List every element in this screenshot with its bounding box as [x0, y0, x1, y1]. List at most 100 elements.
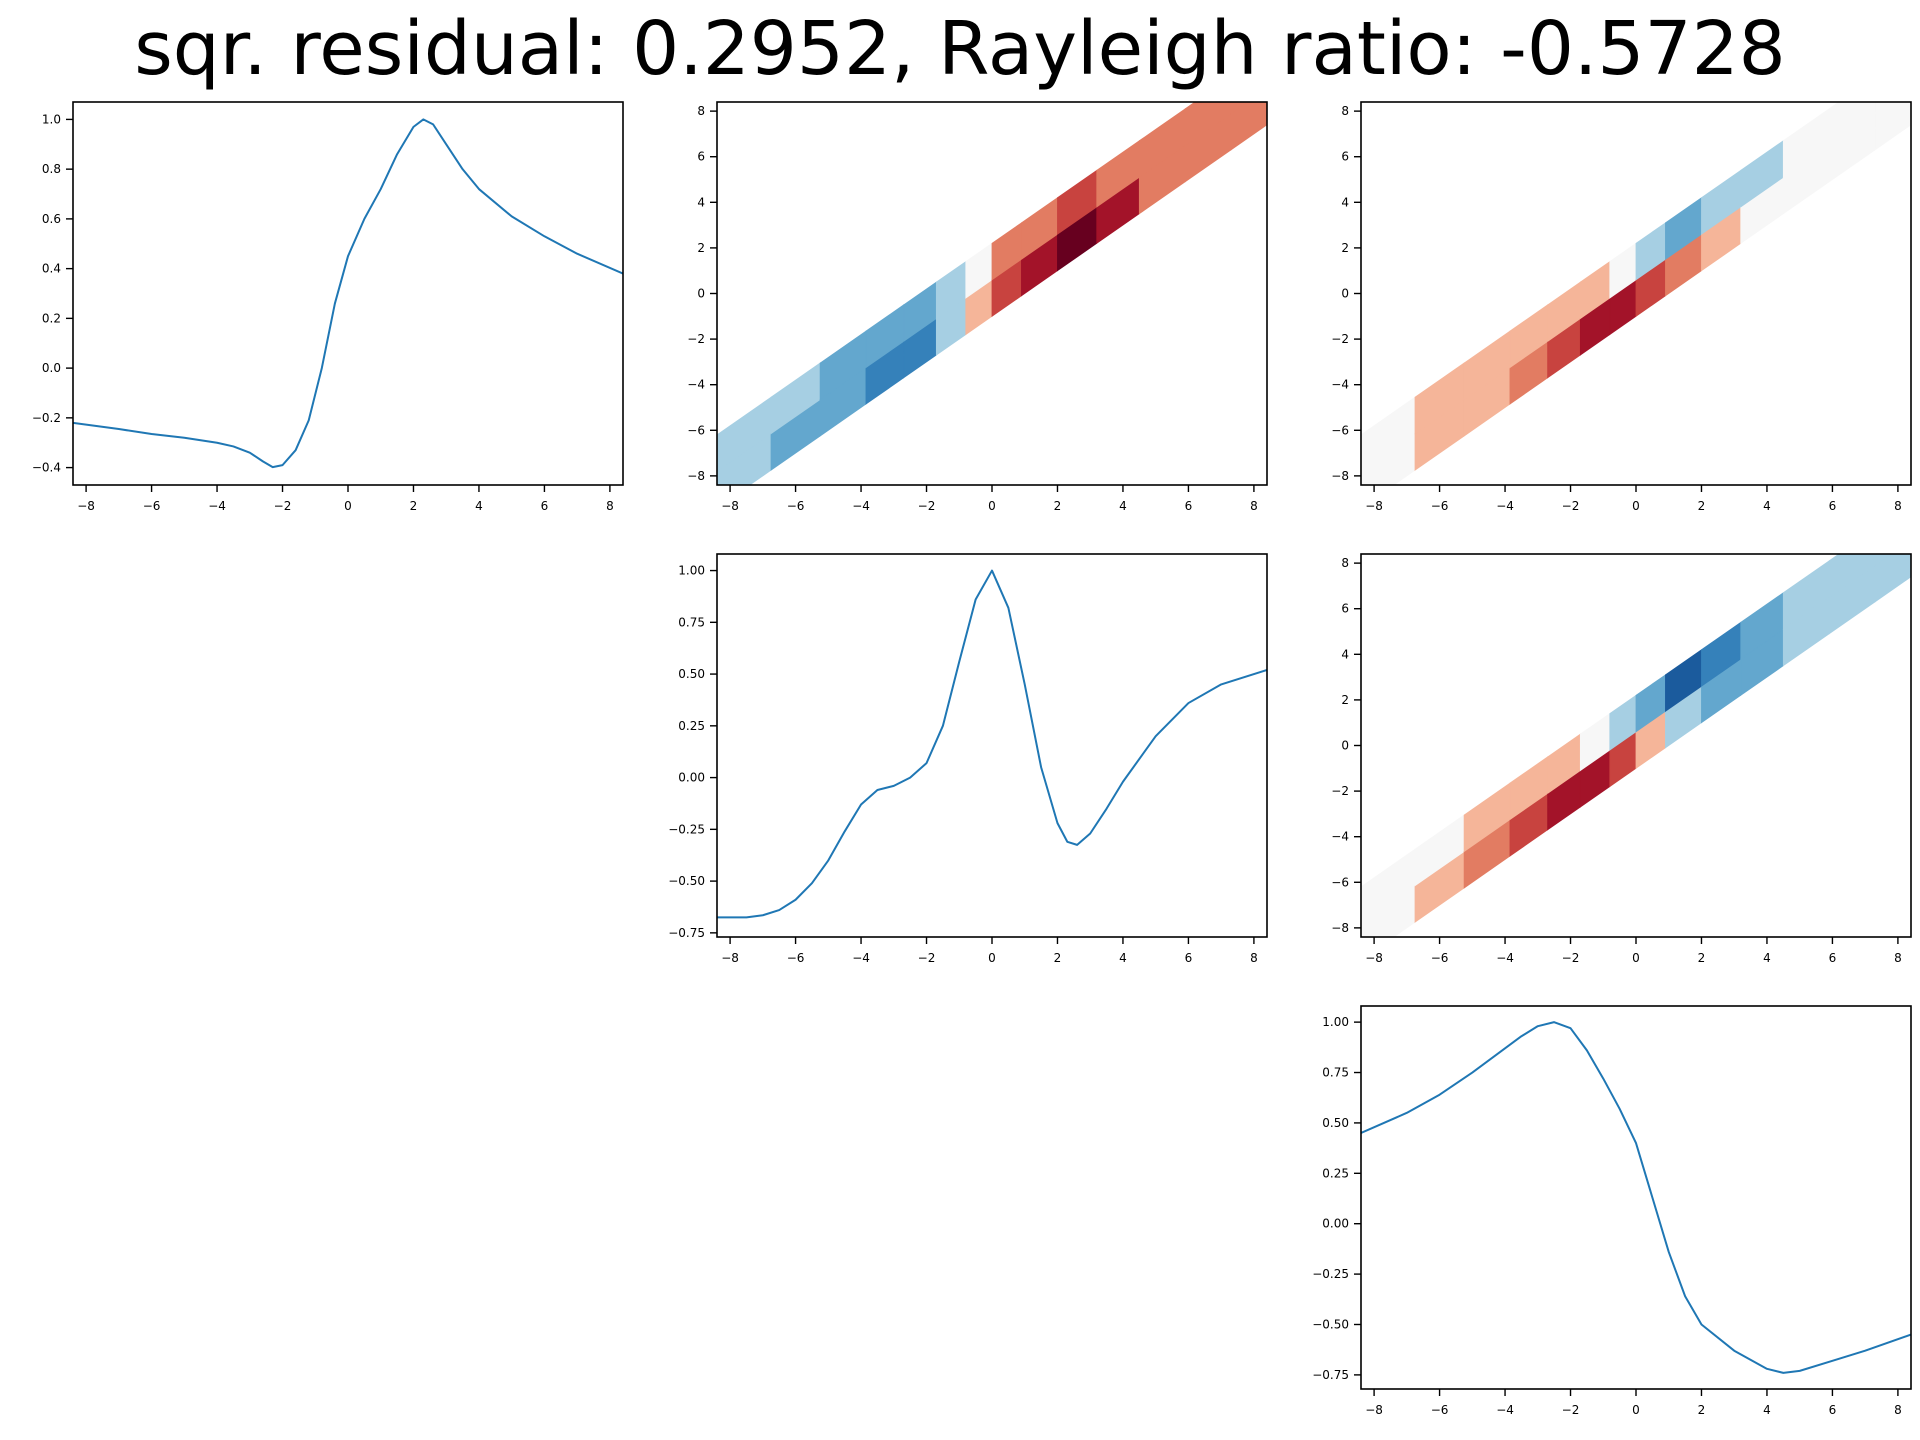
contour-cell	[1828, 102, 1876, 147]
y-tick-label: −4	[1331, 830, 1349, 844]
y-tick-label: 0.00	[1322, 1217, 1349, 1231]
y-tick-label: 8	[1341, 104, 1349, 118]
x-tick-label: −2	[1562, 499, 1580, 513]
x-tick-label: 2	[1698, 1403, 1706, 1417]
x-tick-label: 8	[1250, 499, 1258, 513]
y-tick-label: 2	[697, 241, 705, 255]
x-tick-label: 0	[1632, 1403, 1640, 1417]
y-tick-label: 0.25	[1322, 1166, 1349, 1180]
series-line	[1361, 1021, 1911, 1374]
y-tick-label: 6	[697, 150, 705, 164]
x-tick-label: 2	[1054, 499, 1062, 513]
x-tick-label: −8	[77, 499, 95, 513]
x-tick-label: 6	[1185, 951, 1193, 965]
x-tick-label: 2	[1054, 951, 1062, 965]
y-tick-label: 0.75	[1322, 1066, 1349, 1080]
x-tick-label: 4	[1119, 499, 1127, 513]
y-tick-label: −4	[687, 378, 705, 392]
x-tick-label: −6	[143, 499, 161, 513]
contour-field	[717, 102, 1267, 485]
figure-title: sqr. residual: 0.2952, Rayleigh ratio: -…	[134, 6, 1786, 92]
x-tick-label: 0	[1632, 951, 1640, 965]
axes-frame	[716, 553, 1268, 938]
x-tick-label: 8	[1250, 951, 1258, 965]
y-tick-label: −8	[687, 469, 705, 483]
y-tick-label: 2	[1341, 241, 1349, 255]
x-tick-label: −6	[787, 951, 805, 965]
x-tick-label: 4	[1763, 951, 1771, 965]
contour-field	[1361, 102, 1911, 485]
x-tick-label: −2	[918, 951, 936, 965]
y-tick-label: 2	[1341, 693, 1349, 707]
y-tick-label: 0.2	[42, 311, 61, 325]
x-tick-label: −8	[721, 951, 739, 965]
axes-frame	[72, 101, 624, 486]
x-tick-label: 8	[1894, 499, 1902, 513]
x-tick-label: 6	[541, 499, 549, 513]
subplot-row1-col3: −8 −6 −4 −2 0 2 4 6 8 −8 −6 −4 −2 0 2 4 6 8	[1331, 101, 1912, 513]
x-tick-label: 2	[410, 499, 418, 513]
x-tick-label: −4	[852, 499, 870, 513]
x-tick-label: 6	[1829, 951, 1837, 965]
contour-cell	[1230, 102, 1267, 151]
subplot-row2-col3: −8 −6 −4 −2 0 2 4 6 8 −8 −6 −4 −2 0 2 4 6 8	[1331, 553, 1912, 965]
x-tick-label: 0	[1632, 499, 1640, 513]
y-tick-label: −0.50	[668, 874, 705, 888]
y-tick-label: 0.00	[678, 771, 705, 785]
y-tick-label: −0.2	[32, 411, 61, 425]
x-tick-label: 8	[1894, 1403, 1902, 1417]
x-tick-label: 0	[344, 499, 352, 513]
x-tick-label: 4	[1763, 1403, 1771, 1417]
subplot-row2-col2: −8 −6 −4 −2 0 2 4 6 8 −0.75 −0.50 −0.25 0.00 0.25 0.50…	[668, 553, 1268, 965]
y-tick-label: 1.00	[1322, 1015, 1349, 1029]
x-tick-label: 0	[988, 951, 996, 965]
y-tick-label: −6	[687, 423, 705, 437]
y-tick-label: 6	[1341, 602, 1349, 616]
y-tick-label: 4	[1341, 647, 1349, 661]
y-tick-label: 0	[1341, 739, 1349, 753]
x-tick-label: 6	[1185, 499, 1193, 513]
contour-cell	[1874, 102, 1893, 115]
subplot-row1-col2: −8 −6 −4 −2 0 2 4 6 8 −8 −6 −4 −2 0 2 4 6 8	[687, 101, 1268, 513]
x-tick-label: −8	[1365, 1403, 1383, 1417]
x-tick-label: 2	[1698, 499, 1706, 513]
y-tick-label: 0.6	[42, 212, 61, 226]
contour-cell	[1874, 554, 1911, 603]
x-tick-label: −4	[1496, 951, 1514, 965]
contour-cell	[1828, 554, 1876, 599]
x-tick-label: 6	[1829, 1403, 1837, 1417]
x-tick-label: 2	[1698, 951, 1706, 965]
y-tick-label: −6	[1331, 423, 1349, 437]
y-tick-label: 0.75	[678, 615, 705, 629]
y-tick-label: −0.75	[1312, 1368, 1349, 1382]
x-tick-label: −4	[852, 951, 870, 965]
x-tick-label: −4	[1496, 499, 1514, 513]
axes-frame	[1360, 1005, 1912, 1390]
x-tick-label: −2	[274, 499, 292, 513]
y-tick-label: 0.50	[1322, 1116, 1349, 1130]
x-tick-label: −6	[1431, 951, 1449, 965]
y-tick-label: 0	[697, 287, 705, 301]
y-tick-label: 8	[697, 104, 705, 118]
contour-cell	[1230, 102, 1249, 115]
y-tick-label: 0.4	[42, 262, 61, 276]
x-tick-label: 4	[1763, 499, 1771, 513]
y-tick-label: −2	[1331, 332, 1349, 346]
y-tick-label: −8	[1331, 921, 1349, 935]
x-tick-label: 4	[475, 499, 483, 513]
y-tick-label: 0.8	[42, 162, 61, 176]
x-tick-label: −6	[1431, 1403, 1449, 1417]
y-tick-label: 4	[1341, 195, 1349, 209]
y-tick-label: 6	[1341, 150, 1349, 164]
x-tick-label: −4	[1496, 1403, 1514, 1417]
y-tick-label: −0.25	[668, 822, 705, 836]
y-tick-label: 1.0	[42, 112, 61, 126]
y-tick-label: −0.4	[32, 461, 61, 475]
x-tick-label: −6	[1431, 499, 1449, 513]
x-tick-label: −2	[1562, 1403, 1580, 1417]
series-line	[73, 118, 623, 469]
y-tick-label: −8	[1331, 469, 1349, 483]
x-tick-label: 0	[988, 499, 996, 513]
series-line	[717, 569, 1267, 919]
